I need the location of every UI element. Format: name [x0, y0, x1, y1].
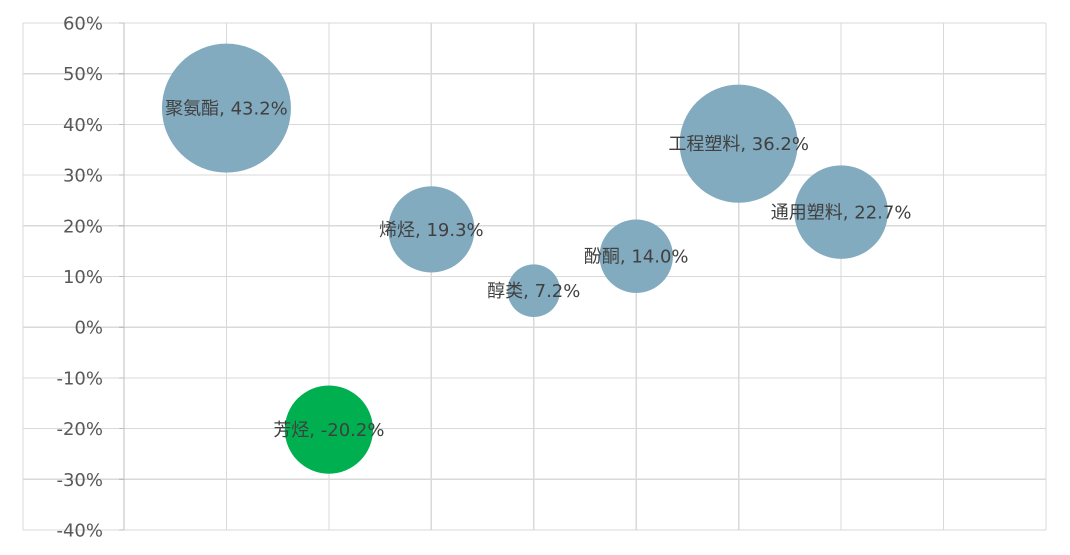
y-tick-label: 50% — [63, 64, 103, 85]
bubble-label: 烯烃, 19.3% — [379, 220, 484, 241]
bubble — [794, 165, 888, 259]
bubble-label: 工程塑料, 36.2% — [668, 134, 809, 155]
bubble — [388, 186, 475, 273]
bubble — [599, 219, 673, 293]
bubble — [507, 264, 561, 318]
y-tick-label: 30% — [63, 166, 103, 187]
y-tick-label: -40% — [56, 521, 103, 542]
y-tick-label: -20% — [56, 419, 103, 440]
y-tick-label: -10% — [56, 368, 103, 389]
bubble — [679, 84, 798, 203]
bubble-label: 酚酮, 14.0% — [584, 247, 689, 268]
y-tick-label: 60% — [63, 14, 103, 35]
bubble-labels: 聚氨酯, 43.2% 芳烃, -20.2% 烯烃, 19.3% 醇类, 7.2%酚酮,… — [165, 99, 911, 441]
bubble-label: 醇类, 7.2% — [487, 281, 580, 302]
bubble-label: 芳烃, -20.2% — [273, 420, 384, 441]
y-tick-label: -30% — [56, 470, 103, 491]
axes: -40% -30% -20% -10% 0% 10% 20% 30% 40% 50% 60% — [56, 14, 125, 542]
y-tick-label: 40% — [63, 115, 103, 136]
y-tick-label: 0% — [74, 318, 103, 339]
bubble — [284, 385, 373, 474]
bubble-label: 聚氨酯, 43.2% — [165, 99, 288, 120]
y-tick-label: 20% — [63, 216, 103, 237]
bubbles — [161, 43, 888, 474]
y-tick-label: 10% — [63, 267, 103, 288]
bubble-label: 通用塑料, 22.7% — [771, 203, 912, 224]
bubble — [161, 43, 291, 173]
